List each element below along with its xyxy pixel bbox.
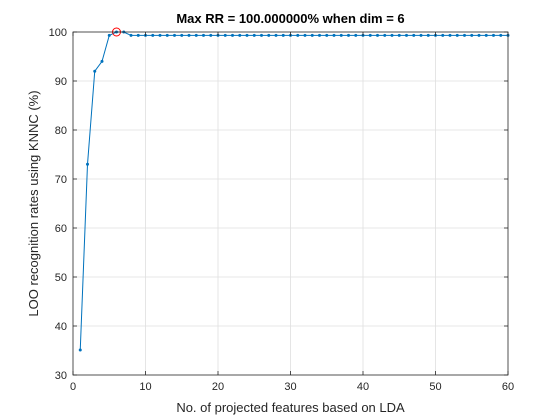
data-point	[339, 33, 343, 37]
data-point	[281, 33, 285, 37]
data-point	[412, 33, 416, 37]
data-point	[383, 33, 387, 37]
grid-lines	[73, 32, 508, 375]
data-point	[180, 33, 184, 37]
data-point	[260, 33, 263, 37]
data-point	[419, 33, 423, 37]
data-point	[499, 33, 503, 37]
y-tick-label: 70	[55, 174, 67, 186]
x-tick-label: 30	[284, 381, 296, 393]
data-point	[426, 33, 430, 37]
y-tick-label: 40	[55, 321, 67, 333]
x-axis-label: No. of projected features based on LDA	[176, 400, 405, 415]
data-point	[165, 33, 169, 37]
data-point	[296, 33, 300, 37]
data-point	[173, 33, 176, 37]
data-point	[492, 33, 495, 37]
data-point	[318, 33, 321, 37]
data-point	[209, 33, 213, 37]
data-point	[187, 33, 191, 37]
y-tick-label: 100	[49, 27, 67, 39]
data-point	[267, 33, 271, 37]
data-point	[325, 33, 329, 37]
y-tick-label: 80	[55, 125, 67, 137]
data-point	[484, 33, 488, 37]
y-tick-label: 50	[55, 272, 67, 284]
data-point	[223, 33, 227, 37]
x-tick-label: 0	[70, 381, 76, 393]
data-point	[151, 33, 155, 37]
data-point	[158, 33, 162, 37]
data-point	[397, 33, 401, 37]
data-point	[245, 33, 249, 37]
data-point	[86, 162, 89, 166]
y-tick-label: 30	[55, 370, 67, 382]
data-point	[347, 33, 350, 37]
data-point	[390, 33, 394, 37]
data-point	[405, 33, 408, 37]
data-point	[455, 33, 459, 37]
data-point	[303, 33, 307, 37]
x-tick-label: 40	[357, 381, 369, 393]
x-tick-label: 20	[212, 381, 224, 393]
axis-ticks: 0 10 20 30 40 50 60 30 40 50 60 70 80 90 100	[49, 27, 514, 393]
y-axis-label: LOO recognition rates using KNNC (%)	[26, 90, 41, 316]
data-point	[448, 33, 452, 37]
data-point	[376, 33, 379, 37]
y-tick-label: 60	[55, 223, 67, 235]
data-point	[310, 33, 314, 37]
data-point	[129, 33, 133, 37]
data-point	[332, 33, 336, 37]
data-point	[470, 33, 474, 37]
data-point	[100, 59, 104, 63]
chart-title: Max RR = 100.000000% when dim = 6	[176, 11, 404, 26]
data-point	[194, 33, 198, 37]
data-point	[441, 33, 445, 37]
x-tick-label: 10	[139, 381, 151, 393]
data-point	[78, 348, 82, 352]
x-tick-label: 60	[502, 381, 514, 393]
data-point	[238, 33, 242, 37]
data-point	[477, 33, 481, 37]
data-point	[202, 33, 205, 37]
x-tick-label: 50	[429, 381, 441, 393]
data-point	[231, 33, 234, 37]
data-point	[252, 33, 256, 37]
data-point	[107, 33, 111, 37]
data-point	[93, 69, 97, 73]
series-group	[78, 27, 510, 352]
y-tick-label: 90	[55, 76, 67, 88]
data-point	[136, 33, 140, 37]
data-point	[368, 33, 372, 37]
data-point	[354, 33, 358, 37]
data-point	[463, 33, 466, 37]
data-point	[274, 33, 278, 37]
